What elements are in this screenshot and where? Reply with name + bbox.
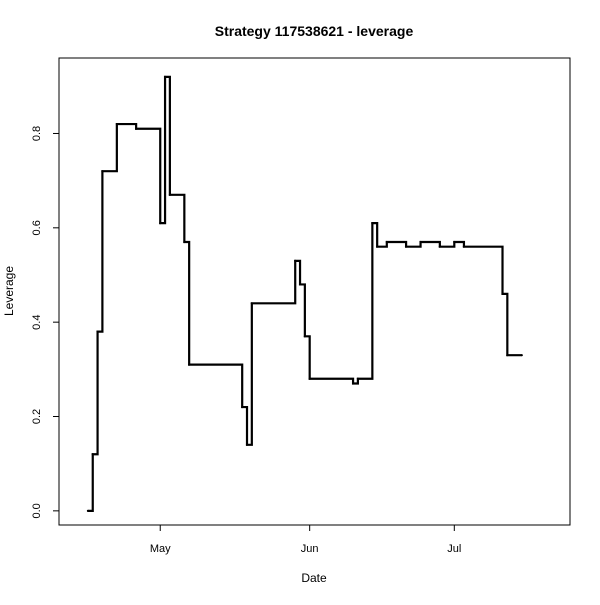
y-axis: 0.0 0.2 0.4 0.6 0.8: [31, 126, 60, 518]
data-point: [308, 377, 311, 380]
data-point: [168, 193, 171, 196]
x-tick-label: May: [150, 543, 171, 555]
y-tick-label: 0.8: [31, 126, 43, 141]
chart-title: Strategy 117538621 - leverage: [215, 23, 414, 39]
data-point: [91, 453, 94, 456]
y-tick-label: 0.0: [31, 503, 43, 518]
data-point: [453, 240, 456, 244]
data-point: [241, 405, 244, 409]
data-point: [520, 354, 523, 357]
y-tick-label: 0.6: [31, 220, 43, 235]
data-point: [404, 245, 408, 248]
data-point: [371, 222, 374, 225]
data-point: [159, 222, 162, 225]
data-point: [351, 382, 355, 385]
series-group: [86, 75, 523, 512]
x-tick-label: Jul: [447, 543, 461, 555]
data-point: [376, 245, 379, 248]
x-axis: May Jun Jul: [150, 524, 461, 555]
y-tick-label: 0.4: [31, 315, 43, 330]
y-tick-label: 0.2: [31, 409, 43, 424]
data-point: [250, 302, 253, 305]
y-axis-label: Leverage: [2, 266, 16, 316]
data-point: [163, 75, 167, 78]
data-point: [501, 292, 504, 295]
data-point: [294, 259, 297, 262]
data-point: [419, 240, 422, 244]
data-point: [385, 240, 388, 244]
data-point: [96, 330, 99, 333]
data-point: [188, 363, 191, 366]
leverage-step-line: [87, 75, 522, 512]
x-axis-label: Date: [301, 571, 327, 585]
data-point: [438, 245, 441, 248]
data-point: [245, 443, 249, 446]
data-point: [356, 377, 359, 380]
data-point: [462, 245, 466, 248]
data-point: [115, 122, 118, 126]
data-point: [183, 240, 186, 244]
data-point: [303, 335, 306, 338]
data-point: [86, 509, 90, 512]
x-tick-label: Jun: [301, 543, 319, 555]
data-point: [506, 354, 509, 357]
data-point: [298, 283, 302, 286]
data-point: [135, 127, 138, 130]
data-point: [101, 170, 104, 173]
